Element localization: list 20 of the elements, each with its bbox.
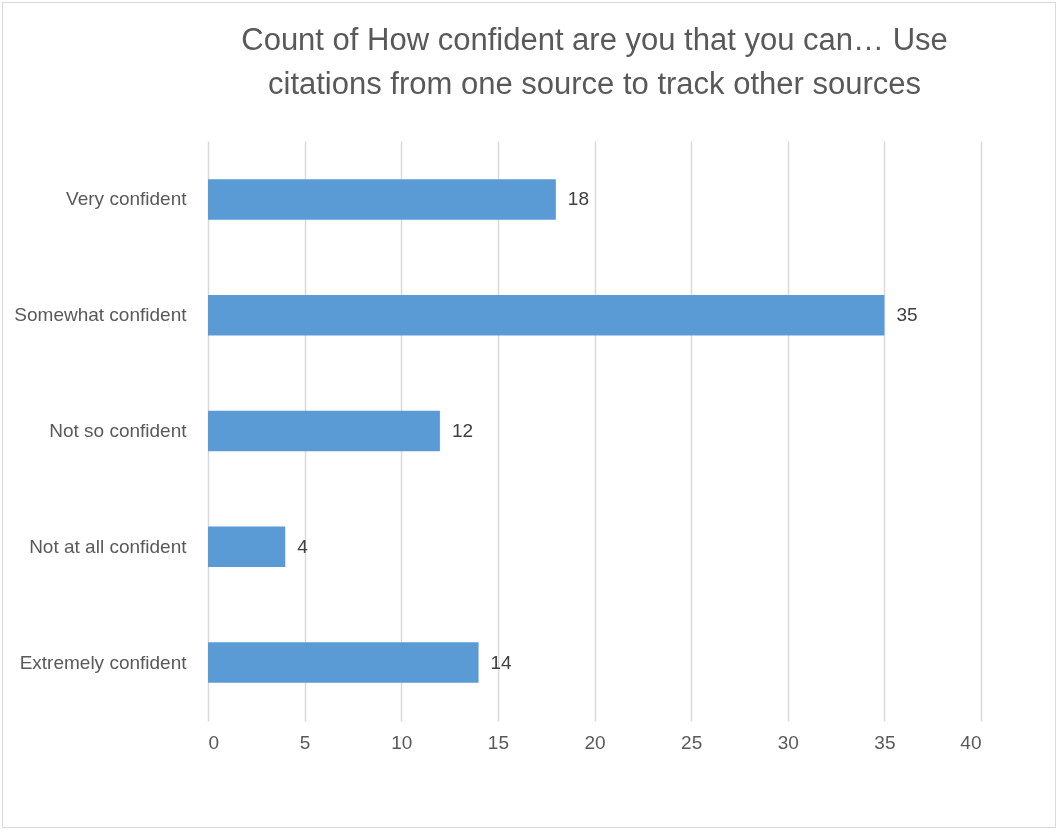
- x-tick-label: 0: [208, 731, 220, 753]
- data-label: 35: [896, 304, 918, 326]
- x-tick-label: 20: [584, 731, 606, 753]
- x-tick-label: 15: [487, 731, 509, 753]
- chart-title: Count of How confident are you that you can… Use citations from one source to track other sources: [241, 22, 948, 101]
- y-tick-label: Not so confident: [49, 420, 188, 441]
- y-tick-label: Not at all confident: [29, 535, 188, 557]
- x-tick-label: 25: [681, 731, 703, 753]
- data-label: 18: [567, 188, 589, 210]
- x-tick-label: 40: [960, 731, 982, 753]
- data-label: 12: [451, 420, 474, 441]
- x-tick-label: 10: [391, 731, 413, 753]
- x-tick-label: 35: [874, 731, 896, 753]
- x-tick-label: 30: [777, 731, 799, 753]
- x-tick-label: 5: [299, 731, 311, 753]
- data-label: 14: [490, 651, 513, 673]
- data-label: 4: [297, 535, 309, 557]
- y-tick-label: Somewhat confident: [14, 304, 188, 326]
- y-tick-label: Very confident: [66, 188, 188, 210]
- y-tick-label: Extremely confident: [19, 651, 188, 673]
